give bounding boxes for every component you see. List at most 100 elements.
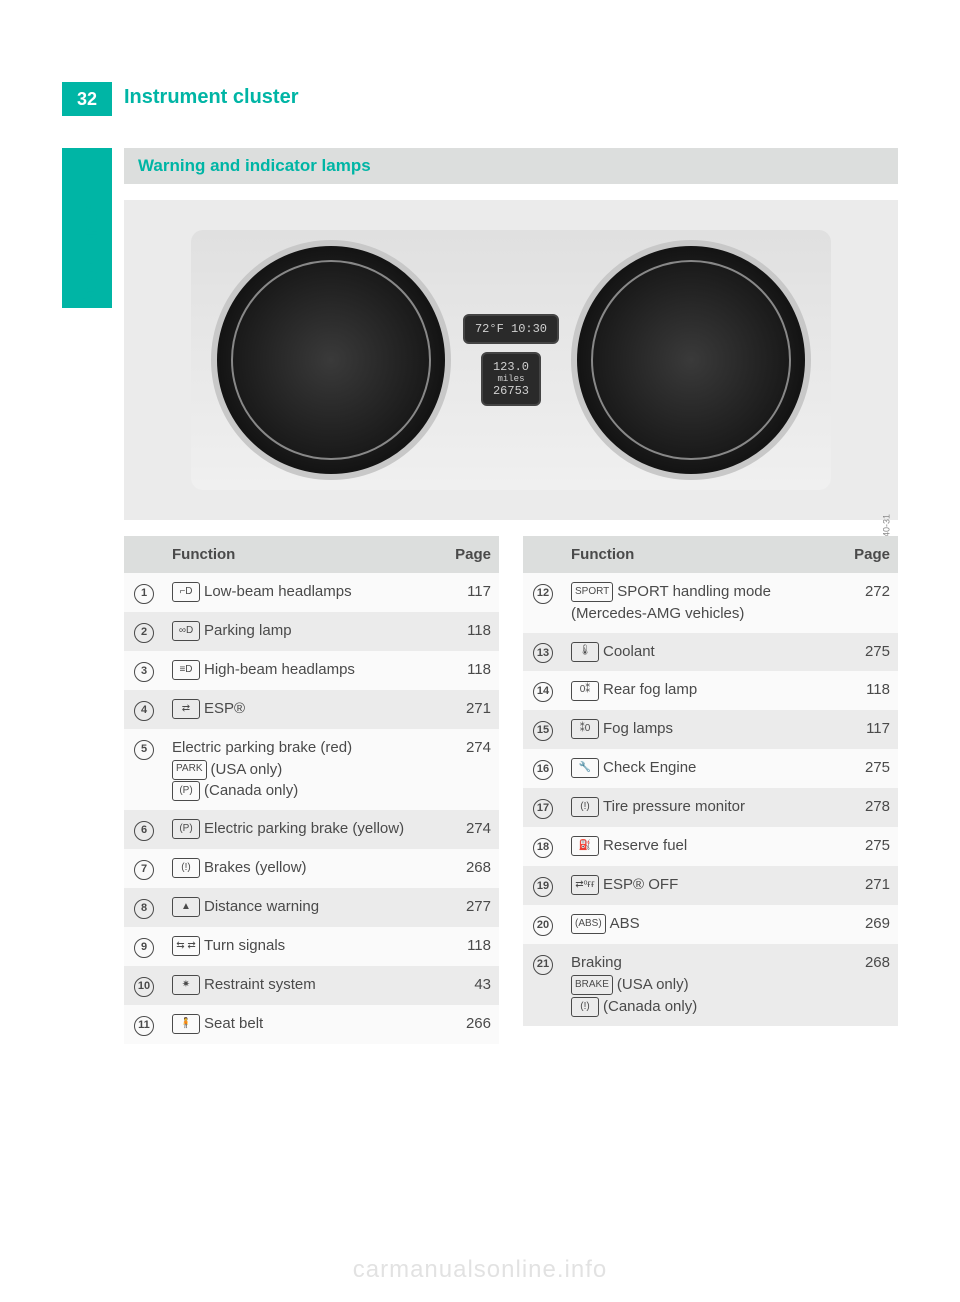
function-text: Fog lamps — [603, 720, 673, 737]
lcd-trip: 123.0 — [493, 360, 529, 374]
row-index: 13 — [523, 633, 561, 672]
col-page-header: Page — [836, 536, 898, 573]
function-text: Check Engine — [603, 759, 696, 776]
index-circle: 1 — [134, 584, 154, 604]
index-circle: 4 — [134, 701, 154, 721]
right-table-col: Function Page 12SPORTSPORT handling mode… — [523, 536, 898, 1044]
row-page: 43 — [437, 966, 499, 1005]
function-subtext: (Canada only) — [603, 998, 697, 1015]
row-index: 2 — [124, 612, 162, 651]
lamp-icon: (!) — [172, 858, 200, 878]
row-function: ∞DParking lamp — [162, 612, 437, 651]
row-index: 1 — [124, 573, 162, 612]
row-index: 18 — [523, 827, 561, 866]
side-tab-label: At a glance — [80, 201, 103, 308]
table-row: 21 BrakingBRAKE(USA only)(!)(Canada only)… — [523, 944, 898, 1025]
lamp-icon: ⌐D — [172, 582, 200, 602]
lcd-total: 26753 — [493, 384, 529, 398]
center-display: 72°F 10:30 123.0 miles 26753 — [451, 314, 571, 406]
table-row: 13🌡Coolant275 — [523, 633, 898, 672]
row-index: 16 — [523, 749, 561, 788]
row-function: BrakingBRAKE(USA only)(!)(Canada only) — [561, 944, 836, 1025]
table-row: 9⇆ ⇄Turn signals118 — [124, 927, 499, 966]
row-page: 275 — [836, 633, 898, 672]
index-circle: 17 — [533, 799, 553, 819]
function-text: ABS — [610, 915, 640, 932]
col-index-header — [523, 536, 561, 573]
row-index: 8 — [124, 888, 162, 927]
row-index: 5 — [124, 729, 162, 810]
table-row: 7(!)Brakes (yellow)268 — [124, 849, 499, 888]
row-page: 274 — [437, 810, 499, 849]
cluster-image: 72°F 10:30 123.0 miles 26753 — [191, 230, 831, 490]
index-circle: 21 — [533, 955, 553, 975]
row-index: 21 — [523, 944, 561, 1025]
row-index: 9 — [124, 927, 162, 966]
page-title: Instrument cluster — [124, 86, 298, 109]
row-page: 118 — [836, 671, 898, 710]
row-page: 275 — [836, 749, 898, 788]
row-function: ⁑0Fog lamps — [561, 710, 836, 749]
row-function: 0⁑Rear fog lamp — [561, 671, 836, 710]
index-circle: 20 — [533, 916, 553, 936]
lamp-icon: (ABS) — [571, 914, 606, 934]
index-circle: 6 — [134, 821, 154, 841]
function-text: Rear fog lamp — [603, 681, 697, 698]
function-text: Tire pressure monitor — [603, 798, 745, 815]
row-page: 271 — [437, 690, 499, 729]
lamp-icon: 🔧 — [571, 758, 599, 778]
index-circle: 13 — [533, 643, 553, 663]
table-row: 12SPORTSPORT handling mode (Mercedes-AMG… — [523, 573, 898, 633]
section-header: Warning and indicator lamps — [124, 148, 898, 184]
lamp-icon: ⇄ — [172, 699, 200, 719]
row-page: 118 — [437, 651, 499, 690]
lcd-unit: miles — [493, 374, 529, 384]
function-subtext: (USA only) — [211, 761, 283, 778]
table-row: 5Electric parking brake (red)PARK(USA on… — [124, 729, 499, 810]
lamp-icon: ⛽ — [571, 836, 599, 856]
index-circle: 8 — [134, 899, 154, 919]
row-index: 19 — [523, 866, 561, 905]
function-tables: Function Page 1⌐DLow-beam head­lamps1172… — [124, 536, 898, 1044]
function-text: Distance warning — [204, 898, 319, 915]
row-index: 20 — [523, 905, 561, 944]
lamp-icon: (P) — [172, 781, 200, 801]
row-function: ▲Distance warning — [162, 888, 437, 927]
row-page: 118 — [437, 612, 499, 651]
table-row: 18⛽Reserve fuel275 — [523, 827, 898, 866]
row-page: 117 — [437, 573, 499, 612]
row-page: 277 — [437, 888, 499, 927]
right-table: Function Page 12SPORTSPORT handling mode… — [523, 536, 898, 1026]
table-row: 16🔧Check Engine275 — [523, 749, 898, 788]
row-index: 15 — [523, 710, 561, 749]
lamp-icon: SPORT — [571, 582, 613, 602]
function-text: Electric parking brake (red) — [172, 739, 352, 756]
row-function: 🔧Check Engine — [561, 749, 836, 788]
row-function: Electric parking brake (red)PARK(USA onl… — [162, 729, 437, 810]
page-number-badge: 32 — [62, 82, 112, 116]
row-page: 272 — [836, 573, 898, 633]
table-row: 10✷Restraint system43 — [124, 966, 499, 1005]
lcd-top: 72°F 10:30 — [463, 314, 559, 344]
index-circle: 14 — [533, 682, 553, 702]
row-page: 268 — [836, 944, 898, 1025]
lamp-icon: ≡D — [172, 660, 200, 680]
index-circle: 7 — [134, 860, 154, 880]
lamp-icon: ⇄ᵒғғ — [571, 875, 599, 895]
row-index: 17 — [523, 788, 561, 827]
row-function: ✷Restraint system — [162, 966, 437, 1005]
row-page: 117 — [836, 710, 898, 749]
function-text: Parking lamp — [204, 622, 292, 639]
watermark-text: carmanualsonline.info — [0, 1256, 960, 1284]
function-text: Reserve fuel — [603, 837, 687, 854]
row-function: ⇄ᵒғғESP® OFF — [561, 866, 836, 905]
row-index: 3 — [124, 651, 162, 690]
lamp-icon: ⁑0 — [571, 719, 599, 739]
table-row: 1⌐DLow-beam head­lamps117 — [124, 573, 499, 612]
row-index: 7 — [124, 849, 162, 888]
table-row: 17(!)Tire pressure monitor278 — [523, 788, 898, 827]
table-row: 4⇄ESP®271 — [124, 690, 499, 729]
table-row: 19⇄ᵒғғESP® OFF271 — [523, 866, 898, 905]
col-function-header: Function — [162, 536, 437, 573]
function-subtext: (Canada only) — [204, 782, 298, 799]
